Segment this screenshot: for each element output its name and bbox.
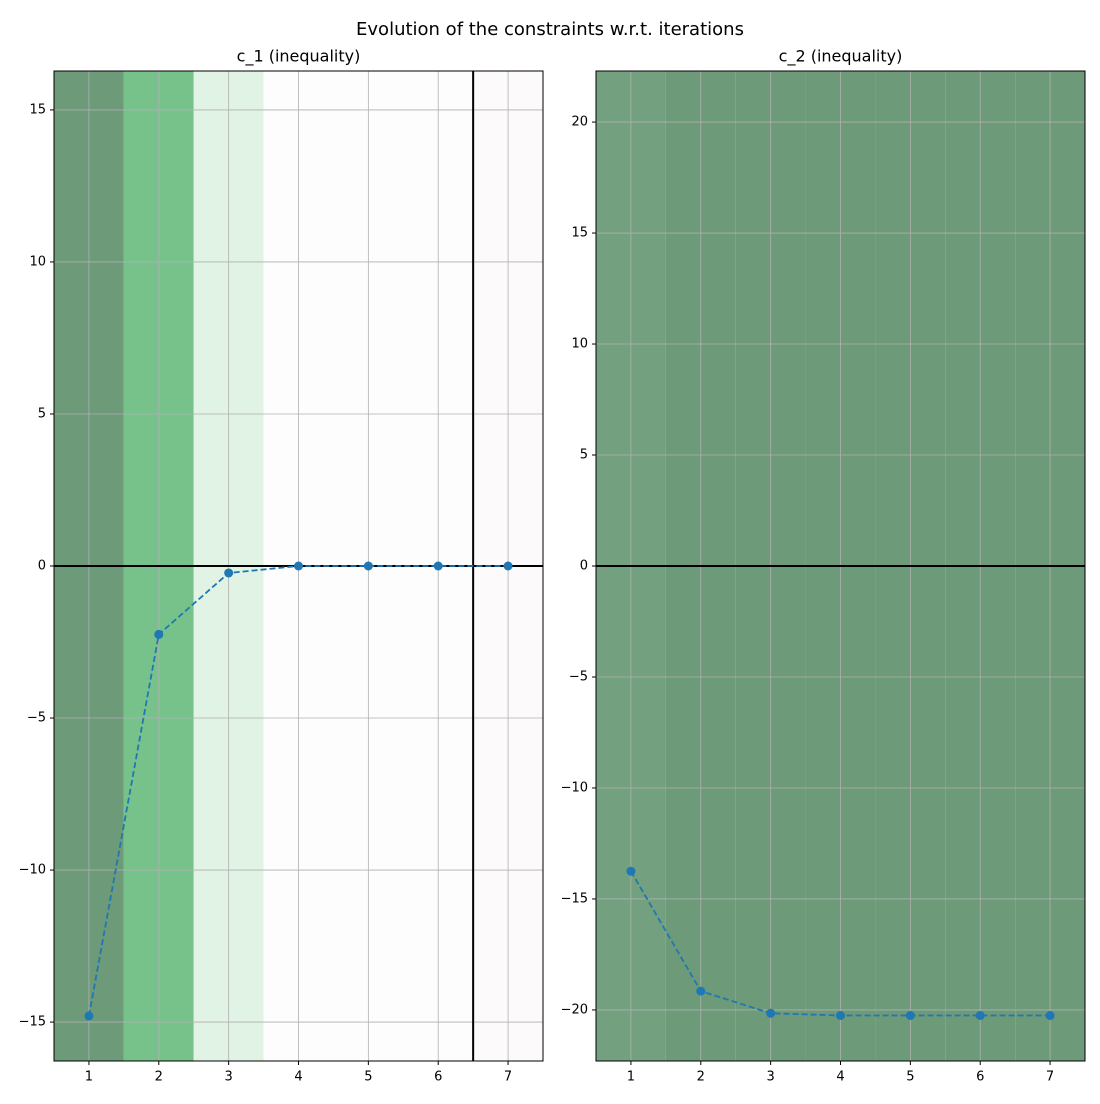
subplot: c_2 (inequality) 1 2 3 4 5 6 7 −20 −15 −10 −5 0 5 10 15… — [561, 47, 1086, 1085]
y-tick-label: 15 — [29, 102, 46, 117]
x-tick-label: 6 — [434, 1070, 442, 1085]
y-tick-label: 5 — [38, 406, 46, 421]
y-tick-label: 5 — [580, 448, 588, 463]
data-point — [154, 629, 164, 639]
y-tick-label: −5 — [27, 711, 46, 726]
data-point — [294, 561, 303, 571]
data-point — [1045, 1010, 1055, 1020]
subplot-title: c_2 (inequality) — [779, 47, 903, 67]
y-tick-label: −10 — [561, 780, 588, 795]
y-tick-label: 0 — [38, 559, 46, 574]
y-tick-label: 10 — [29, 254, 46, 269]
axes-frame — [53, 70, 544, 1062]
subplot-title: c_1 (inequality) — [237, 47, 361, 67]
x-tick-label: 1 — [85, 1070, 93, 1085]
x-tick-label: 5 — [906, 1070, 914, 1085]
data-point — [626, 866, 636, 876]
figure-title: Evolution of the constraints w.r.t. iter… — [356, 19, 744, 40]
x-tick-label: 2 — [697, 1070, 705, 1085]
x-tick-label: 7 — [504, 1070, 512, 1085]
data-point — [836, 1010, 845, 1020]
x-tick-label: 4 — [836, 1070, 844, 1085]
y-tick-label: 10 — [571, 337, 588, 352]
data-point — [905, 1010, 915, 1020]
y-tick-label: −15 — [19, 1015, 46, 1030]
data-point — [696, 986, 706, 996]
x-tick-label: 5 — [364, 1070, 372, 1085]
data-point — [224, 568, 234, 578]
y-tick-label: 0 — [580, 559, 588, 574]
y-tick-label: −10 — [19, 863, 46, 878]
subplot: c_1 (inequality) 1 2 3 4 5 6 7 −15 −10 −5 0 5 10 15 — [19, 47, 544, 1085]
data-point — [503, 561, 513, 571]
data-point — [363, 561, 373, 571]
x-tick-label: 7 — [1046, 1070, 1054, 1085]
axes-frame — [595, 70, 1086, 1062]
x-tick-label: 3 — [225, 1070, 233, 1085]
y-tick-label: −20 — [561, 1002, 588, 1017]
y-tick-label: −15 — [561, 891, 588, 906]
x-tick-label: 3 — [767, 1070, 775, 1085]
y-tick-label: 15 — [571, 226, 588, 241]
x-tick-label: 2 — [155, 1070, 163, 1085]
data-point — [766, 1008, 776, 1018]
data-point — [84, 1011, 94, 1021]
x-tick-label: 1 — [627, 1070, 635, 1085]
data-point — [975, 1010, 985, 1020]
y-tick-label: −5 — [569, 669, 588, 684]
x-tick-label: 4 — [294, 1070, 302, 1085]
x-tick-label: 6 — [976, 1070, 984, 1085]
data-point — [433, 561, 443, 571]
y-tick-label: 20 — [571, 115, 588, 130]
